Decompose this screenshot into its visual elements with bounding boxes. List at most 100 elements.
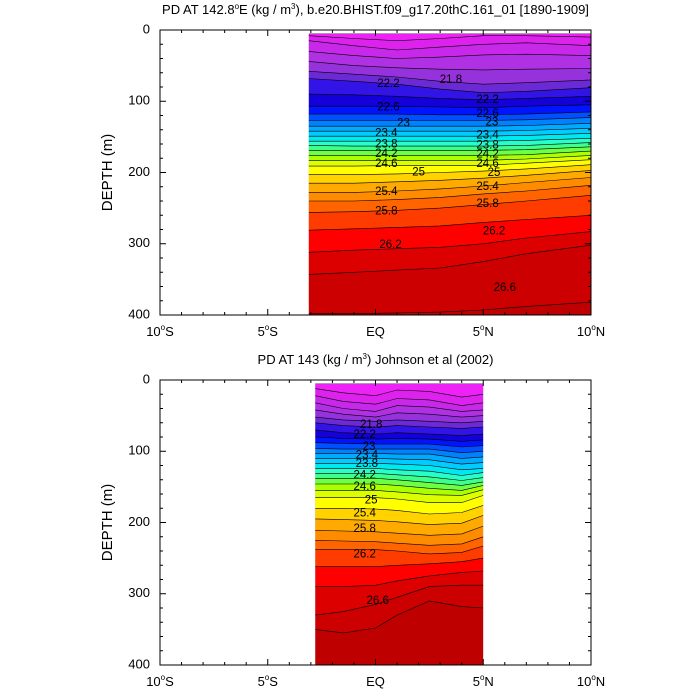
contour-band xyxy=(308,35,591,50)
contour-line xyxy=(315,436,484,442)
contour-line xyxy=(308,111,591,116)
y-tick-label: 200 xyxy=(128,164,150,179)
contour-band xyxy=(308,33,591,41)
contour-label: 21.8 xyxy=(440,74,462,86)
contour-label: 22.2 xyxy=(476,94,498,106)
x-tick-label: EQ xyxy=(366,674,385,689)
y-tick-label: 300 xyxy=(128,235,150,250)
contour-band xyxy=(315,417,484,429)
contour-line xyxy=(315,483,484,491)
contour-label: 21.8 xyxy=(360,419,382,431)
contour-line xyxy=(308,215,591,231)
x-tick-label: 10oN xyxy=(577,323,605,339)
contour-band xyxy=(308,123,591,132)
contour-label: 23.8 xyxy=(476,139,498,151)
contour-line xyxy=(308,195,591,213)
y-axis-title: DEPTH (m) xyxy=(99,484,116,562)
contour-band xyxy=(315,468,484,481)
contour-line xyxy=(308,133,591,137)
contour-band xyxy=(315,600,484,665)
contour-line xyxy=(315,557,484,567)
contour-line xyxy=(315,422,484,429)
contour-line xyxy=(308,231,591,253)
contour-line xyxy=(308,244,591,275)
contour-line xyxy=(308,142,591,147)
contour-line xyxy=(308,146,591,151)
contour-label: 25.4 xyxy=(476,181,499,193)
contour-band xyxy=(315,402,484,418)
y-tick-label: 100 xyxy=(128,93,150,108)
contour-label: 22.2 xyxy=(377,78,399,90)
contour-line xyxy=(308,177,591,193)
contour-band xyxy=(315,546,484,567)
x-tick-label: 5oN xyxy=(473,673,494,689)
y-tick-label: 300 xyxy=(128,585,150,600)
contour-line xyxy=(308,104,591,109)
contour-band xyxy=(308,94,591,108)
contour-band xyxy=(315,448,484,459)
contour-band xyxy=(308,302,591,315)
contour-label: 25.8 xyxy=(476,198,498,210)
contour-label: 22.6 xyxy=(377,102,399,114)
contour-label: 22.2 xyxy=(354,429,376,441)
contour-line xyxy=(315,409,484,418)
contour-line xyxy=(308,78,591,94)
contour-line xyxy=(308,159,591,167)
contour-band xyxy=(308,133,591,142)
contour-band xyxy=(315,495,484,514)
contour-label: 24.6 xyxy=(375,158,397,170)
contour-band xyxy=(308,51,591,70)
contour-line xyxy=(308,61,591,71)
contour-line xyxy=(315,453,484,459)
contour-line xyxy=(308,155,591,161)
contour-line xyxy=(315,463,484,471)
contour-line xyxy=(315,505,484,515)
contour-band xyxy=(308,177,591,201)
contour-line xyxy=(308,185,591,202)
contour-label: 23.4 xyxy=(375,127,398,139)
contour-band xyxy=(308,231,591,275)
contour-line xyxy=(315,468,484,476)
contour-line xyxy=(315,448,484,454)
contour-band xyxy=(308,117,591,127)
contour-line xyxy=(315,478,484,486)
contour-line xyxy=(308,117,591,121)
contour-band xyxy=(308,138,591,147)
contour-data xyxy=(308,33,591,315)
contour-label: 23.4 xyxy=(356,450,379,462)
contour-band xyxy=(308,111,591,121)
contour-line xyxy=(308,170,591,184)
contour-label: 23 xyxy=(485,117,498,129)
contour-band xyxy=(308,104,591,115)
contour-line xyxy=(315,402,484,412)
contour-line xyxy=(308,51,591,59)
contour-band xyxy=(315,515,484,536)
contour-line xyxy=(315,600,484,634)
contour-line xyxy=(308,35,591,42)
contour-band xyxy=(308,159,591,175)
contour-label: 24.6 xyxy=(354,481,376,493)
contour-data xyxy=(315,383,484,665)
chart-title: PD AT 143 (kg / m3) Johnson et al (2002) xyxy=(258,352,494,367)
contour-label: 25.4 xyxy=(375,186,398,198)
contour-line xyxy=(308,150,591,156)
contour-label: 23.8 xyxy=(375,139,397,151)
x-tick-label: 5oN xyxy=(473,323,494,339)
contour-line xyxy=(308,71,591,85)
contour-label: 23.8 xyxy=(356,458,378,470)
x-tick-label: 10oN xyxy=(577,673,605,689)
y-axis-title: DEPTH (m) xyxy=(99,134,116,212)
contour-band xyxy=(315,473,484,486)
contour-label: 22.6 xyxy=(476,108,498,120)
contour-band xyxy=(315,526,484,546)
contour-label: 24.2 xyxy=(476,149,498,161)
contour-band xyxy=(308,195,591,231)
chart-title: PD AT 142.8oE (kg / m3), b.e20.BHIST.f09… xyxy=(162,2,589,17)
contour-line xyxy=(315,442,484,448)
contour-band xyxy=(315,484,484,496)
y-tick-label: 400 xyxy=(128,656,150,671)
contour-line xyxy=(308,40,591,51)
contour-band xyxy=(308,128,591,137)
